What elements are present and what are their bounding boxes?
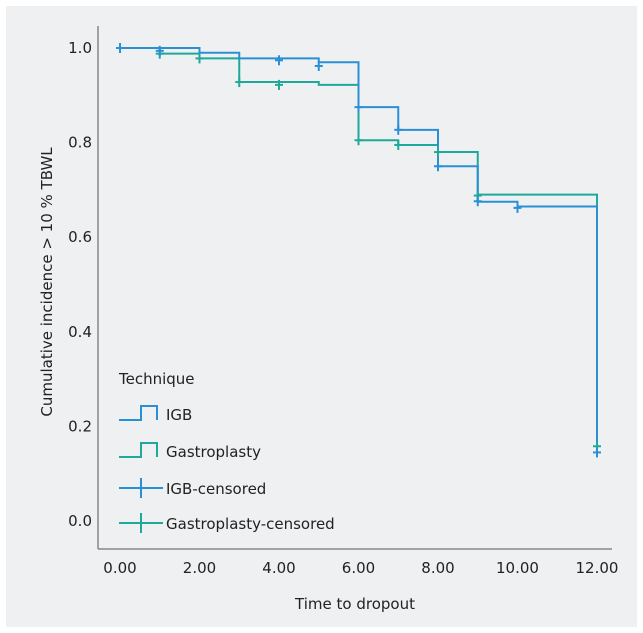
x-tick-label: 10.00 — [496, 559, 539, 577]
legend-label-gastroplasty: Gastroplasty — [166, 443, 261, 461]
legend-entry-igb-censored: IGB-censored — [119, 478, 266, 498]
legend-entry-igb: IGB — [119, 406, 192, 424]
legend-entry-gastroplasty-censored: Gastroplasty-censored — [119, 513, 335, 533]
x-tick-label: 2.00 — [183, 559, 216, 577]
legend: Technique IGB Gastroplasty IGB-censored … — [118, 370, 335, 533]
x-tick-label: 4.00 — [262, 559, 295, 577]
x-axis-title: Time to dropout — [294, 595, 415, 613]
y-tick-label: 1.0 — [68, 39, 92, 57]
legend-swatch-igb — [119, 406, 157, 420]
x-tick-label: 0.00 — [103, 559, 136, 577]
x-tick-label: 12.00 — [576, 559, 619, 577]
axes — [98, 26, 612, 549]
y-tick-label: 0.8 — [68, 134, 92, 152]
x-tick-label: 6.00 — [342, 559, 375, 577]
y-tick-label: 0.6 — [68, 228, 92, 246]
censor-marks — [116, 43, 601, 457]
y-axis-title: Cumulative incidence > 10 % TBWL — [38, 147, 56, 417]
legend-entry-gastroplasty: Gastroplasty — [119, 443, 261, 461]
y-tick-label: 0.4 — [68, 323, 92, 341]
y-tick-label: 0.0 — [68, 512, 92, 530]
legend-title: Technique — [118, 370, 195, 388]
x-tick-label: 8.00 — [421, 559, 454, 577]
ticks: 0.00 2.00 4.00 6.00 8.00 10.00 12.00 0.0 0.2 0.4 0… — [68, 39, 618, 577]
legend-label-igb-censored: IGB-censored — [166, 480, 266, 498]
y-tick-label: 0.2 — [68, 417, 92, 435]
legend-label-gastroplasty-censored: Gastroplasty-censored — [166, 515, 335, 533]
legend-label-igb: IGB — [166, 406, 192, 424]
legend-swatch-gastroplasty — [119, 443, 157, 457]
